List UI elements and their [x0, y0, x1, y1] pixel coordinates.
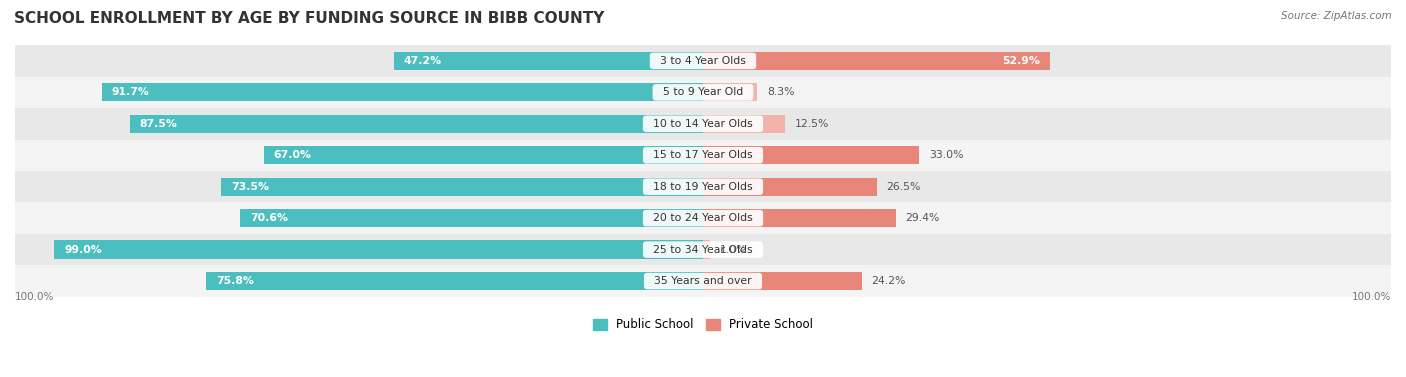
Text: 3 to 4 Year Olds: 3 to 4 Year Olds [652, 56, 754, 66]
Text: 100.0%: 100.0% [1351, 291, 1391, 302]
Bar [703, 146, 920, 164]
Text: 100.0%: 100.0% [15, 291, 55, 302]
Text: Source: ZipAtlas.com: Source: ZipAtlas.com [1281, 11, 1392, 21]
Text: 52.9%: 52.9% [1002, 56, 1040, 66]
Bar [703, 178, 876, 196]
Text: 1.0%: 1.0% [720, 245, 747, 254]
Bar [703, 83, 758, 101]
Bar [55, 241, 703, 259]
Text: 91.7%: 91.7% [112, 87, 150, 97]
Text: 20 to 24 Year Olds: 20 to 24 Year Olds [647, 213, 759, 223]
Bar [15, 171, 1391, 202]
Bar [15, 45, 1391, 77]
Text: 33.0%: 33.0% [929, 150, 963, 160]
Text: SCHOOL ENROLLMENT BY AGE BY FUNDING SOURCE IN BIBB COUNTY: SCHOOL ENROLLMENT BY AGE BY FUNDING SOUR… [14, 11, 605, 26]
Text: 99.0%: 99.0% [65, 245, 101, 254]
Text: 87.5%: 87.5% [139, 119, 177, 129]
Text: 29.4%: 29.4% [905, 213, 939, 223]
Text: 26.5%: 26.5% [886, 182, 921, 192]
Text: 75.8%: 75.8% [217, 276, 254, 286]
Bar [703, 272, 862, 290]
Text: 70.6%: 70.6% [250, 213, 288, 223]
Bar [703, 209, 896, 227]
Text: 15 to 17 Year Olds: 15 to 17 Year Olds [647, 150, 759, 160]
Text: 24.2%: 24.2% [872, 276, 905, 286]
Bar [703, 241, 710, 259]
Bar [240, 209, 703, 227]
Bar [703, 52, 1050, 70]
Text: 47.2%: 47.2% [404, 56, 441, 66]
Text: 67.0%: 67.0% [274, 150, 312, 160]
Bar [15, 202, 1391, 234]
Text: 73.5%: 73.5% [231, 182, 269, 192]
Bar [264, 146, 703, 164]
Bar [15, 77, 1391, 108]
Bar [15, 139, 1391, 171]
Text: 8.3%: 8.3% [768, 87, 794, 97]
Legend: Public School, Private School: Public School, Private School [588, 314, 818, 336]
Text: 25 to 34 Year Olds: 25 to 34 Year Olds [647, 245, 759, 254]
Bar [15, 108, 1391, 139]
Text: 18 to 19 Year Olds: 18 to 19 Year Olds [647, 182, 759, 192]
Text: 10 to 14 Year Olds: 10 to 14 Year Olds [647, 119, 759, 129]
Bar [103, 83, 703, 101]
Bar [207, 272, 703, 290]
Bar [129, 115, 703, 133]
Text: 5 to 9 Year Old: 5 to 9 Year Old [655, 87, 751, 97]
Bar [394, 52, 703, 70]
Bar [703, 115, 785, 133]
Bar [221, 178, 703, 196]
Text: 35 Years and over: 35 Years and over [647, 276, 759, 286]
Bar [15, 265, 1391, 297]
Bar [15, 234, 1391, 265]
Text: 12.5%: 12.5% [794, 119, 830, 129]
